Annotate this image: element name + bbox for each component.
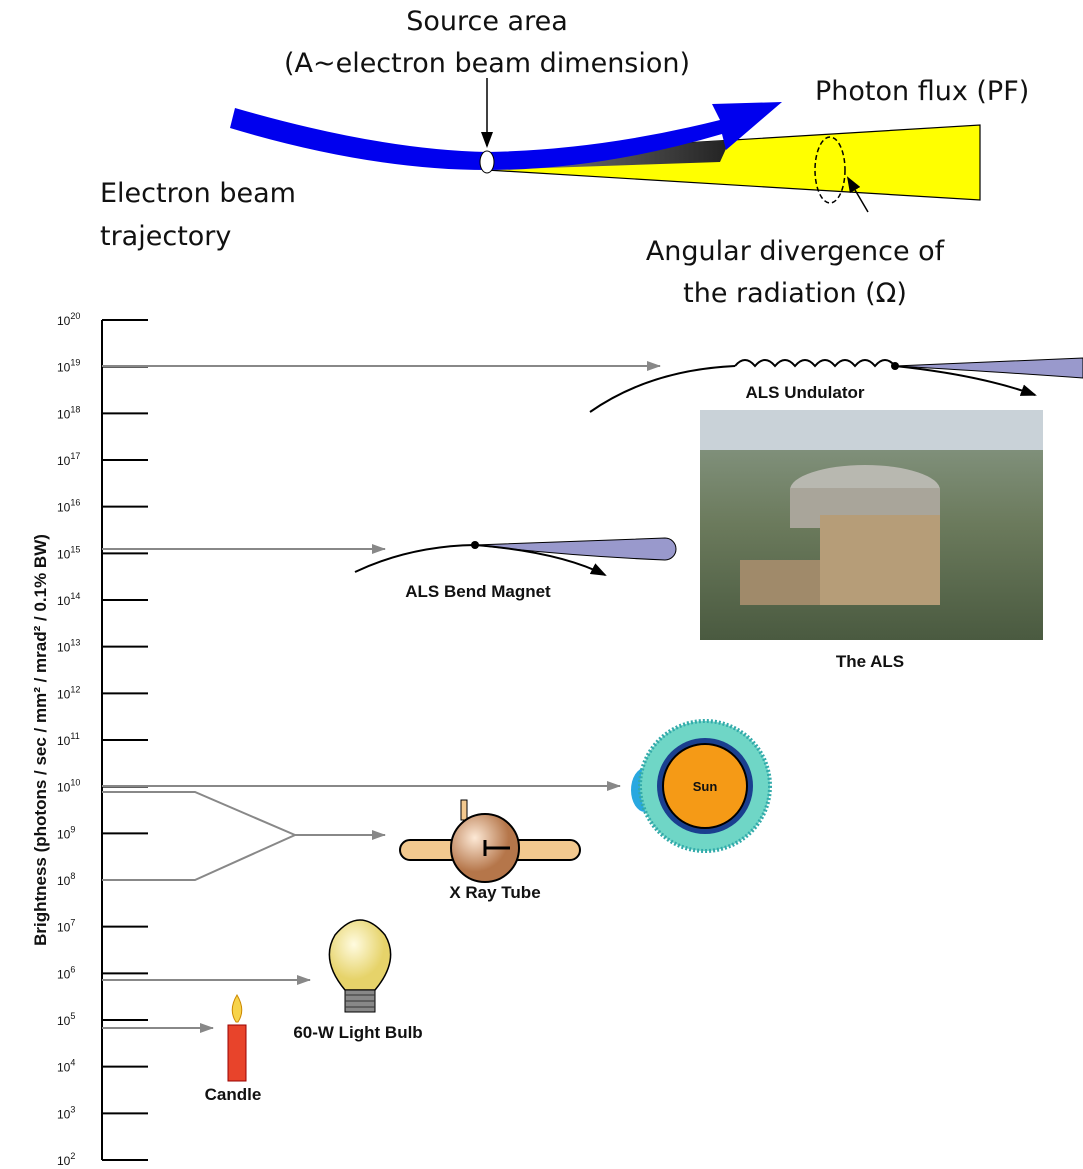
tick-label: 1019 bbox=[57, 358, 80, 375]
candle: Candle bbox=[205, 994, 262, 1104]
tick-base: 10 bbox=[57, 547, 71, 561]
tick-base: 10 bbox=[57, 407, 71, 421]
tick-label: 104 bbox=[57, 1058, 75, 1075]
tick-exponent: 7 bbox=[70, 918, 75, 928]
tick-base: 10 bbox=[57, 454, 71, 468]
source-label: Candle bbox=[205, 1085, 262, 1104]
tick-exponent: 9 bbox=[70, 824, 75, 834]
tick-exponent: 8 bbox=[70, 871, 75, 881]
tick-exponent: 6 bbox=[70, 964, 75, 974]
pointer-arrow bbox=[846, 176, 869, 213]
tick-exponent: 18 bbox=[70, 404, 80, 414]
tick-exponent: 10 bbox=[70, 778, 80, 788]
label: trajectory bbox=[100, 221, 231, 252]
tick-exponent: 19 bbox=[70, 358, 80, 368]
tick-label: 1013 bbox=[57, 638, 80, 655]
tick-exponent: 4 bbox=[70, 1058, 75, 1068]
label: Photon flux (PF) bbox=[815, 76, 1029, 107]
tick-base: 10 bbox=[57, 921, 71, 935]
source-label: The ALS bbox=[836, 652, 904, 671]
tick-base: 10 bbox=[57, 314, 71, 328]
tick-base: 10 bbox=[57, 594, 71, 608]
tick-exponent: 14 bbox=[70, 591, 80, 601]
undulator: ALS Undulator bbox=[589, 357, 1083, 413]
tick-label: 105 bbox=[57, 1011, 75, 1028]
tick-label: 1016 bbox=[57, 498, 80, 515]
tick-base: 10 bbox=[57, 967, 71, 981]
brightness-scale: Brightness (photons / sec / mm² / mrad² … bbox=[31, 311, 148, 1168]
tick-label: 1015 bbox=[57, 544, 80, 561]
tick-label: 1012 bbox=[57, 684, 80, 701]
label: the radiation (Ω) bbox=[683, 278, 907, 309]
tick-label: 109 bbox=[57, 824, 75, 841]
beam-diagram: Source area (A~electron beam dimension) … bbox=[100, 6, 1029, 309]
tick-base: 10 bbox=[57, 874, 71, 888]
bracket bbox=[102, 791, 298, 881]
tick-label: 103 bbox=[57, 1104, 75, 1121]
tick-label: 107 bbox=[57, 918, 75, 935]
tick-label: 106 bbox=[57, 964, 75, 981]
tick-base: 10 bbox=[57, 687, 71, 701]
label: Angular divergence of bbox=[646, 236, 946, 267]
tick-base: 10 bbox=[57, 734, 71, 748]
tick-base: 10 bbox=[57, 641, 71, 655]
label: (A~electron beam dimension) bbox=[284, 48, 690, 79]
tick-label: 1018 bbox=[57, 404, 80, 421]
tick-base: 10 bbox=[57, 1154, 71, 1168]
tick-exponent: 16 bbox=[70, 498, 80, 508]
tick-base: 10 bbox=[57, 827, 71, 841]
tick-base: 10 bbox=[57, 781, 71, 795]
tick-label: 1014 bbox=[57, 591, 80, 608]
tick-base: 10 bbox=[57, 361, 71, 375]
tick-base: 10 bbox=[57, 501, 71, 515]
tick-exponent: 15 bbox=[70, 544, 80, 554]
tick-label: 1010 bbox=[57, 778, 80, 795]
tick-exponent: 12 bbox=[70, 684, 80, 694]
sun: Sun bbox=[631, 719, 772, 853]
tick-label: 1020 bbox=[57, 311, 80, 328]
source-label: ALS Bend Magnet bbox=[405, 582, 551, 601]
tick-base: 10 bbox=[57, 1014, 71, 1028]
tick-base: 10 bbox=[57, 1061, 71, 1075]
tick-exponent: 20 bbox=[70, 311, 80, 321]
bend-magnet: ALS Bend Magnet bbox=[354, 537, 677, 601]
axis-label: Brightness (photons / sec / mm² / mrad² … bbox=[31, 534, 50, 946]
source-label: Sun bbox=[693, 779, 718, 794]
source-label: X Ray Tube bbox=[449, 883, 540, 902]
arrows bbox=[102, 361, 661, 1033]
tick-exponent: 5 bbox=[70, 1011, 75, 1021]
source-spot bbox=[479, 150, 495, 174]
source-label: 60-W Light Bulb bbox=[293, 1023, 422, 1042]
tick-exponent: 2 bbox=[70, 1151, 75, 1161]
light-bulb: 60-W Light Bulb bbox=[293, 919, 423, 1042]
electron-beam bbox=[230, 102, 782, 170]
tick-exponent: 17 bbox=[70, 451, 80, 461]
tick-label: 1017 bbox=[57, 451, 80, 468]
tick-label: 102 bbox=[57, 1151, 75, 1168]
tick-base: 10 bbox=[57, 1107, 71, 1121]
label: Source area bbox=[406, 6, 568, 37]
tick-exponent: 13 bbox=[70, 638, 80, 648]
source-label: ALS Undulator bbox=[746, 383, 865, 402]
tick-exponent: 11 bbox=[70, 731, 79, 741]
label: Electron beam bbox=[100, 178, 296, 209]
tick-exponent: 3 bbox=[70, 1104, 75, 1114]
x-ray-tube: X Ray Tube bbox=[399, 799, 581, 902]
tick-label: 1011 bbox=[57, 731, 80, 748]
als-photo: The ALS bbox=[700, 410, 1043, 671]
tick-label: 108 bbox=[57, 871, 75, 888]
divergence-ellipse bbox=[814, 136, 846, 204]
